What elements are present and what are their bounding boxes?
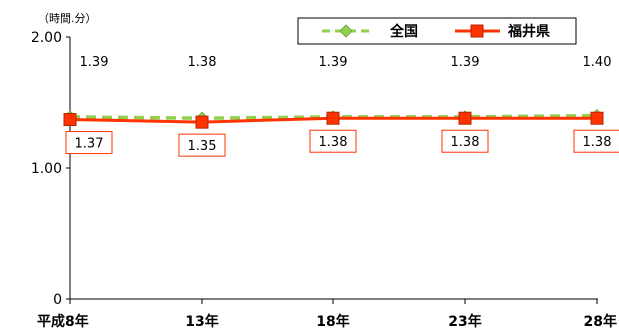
- data-labels: 1.39 1.38 1.39 1.39 1.40 1.37 1.35 1.38 1.38 1.38: [65, 55, 619, 157]
- legend: 全国 福井県: [297, 17, 577, 45]
- data-point-fukui: [326, 111, 340, 125]
- data-point-fukui: [590, 111, 604, 125]
- data-label-fukui: 1.38: [451, 135, 480, 150]
- y-tick-label: 2.00: [31, 30, 62, 46]
- data-label-national: 1.39: [319, 55, 348, 70]
- series-layer: [63, 109, 604, 129]
- y-tick-label: 1.00: [31, 161, 62, 177]
- data-label-box-fukui: [309, 129, 357, 153]
- data-label-national: 1.39: [451, 55, 480, 70]
- data-point-fukui: [458, 111, 472, 125]
- data-label-box-fukui: [65, 131, 113, 155]
- data-label-box-fukui: [441, 129, 489, 153]
- data-point-fukui: [195, 115, 209, 129]
- data-label-national: 1.40: [583, 55, 612, 70]
- x-tick-label: 13年: [185, 313, 218, 330]
- x-tick-label: 28年: [584, 313, 617, 330]
- x-tick-label: 23年: [448, 313, 481, 330]
- data-label-fukui: 1.38: [583, 135, 612, 150]
- legend-label-fukui: 福井県: [507, 23, 550, 40]
- y-tick-labels: 0 1.00 2.00: [31, 30, 70, 308]
- y-unit-label: （時間.分）: [38, 12, 97, 25]
- x-tick-label: 18年: [316, 313, 349, 330]
- x-tick-labels: 平成8年 13年 18年 23年 28年: [37, 299, 617, 330]
- data-label-national: 1.39: [80, 55, 109, 70]
- data-label-box-fukui: [178, 133, 226, 157]
- data-label-national: 1.38: [188, 55, 217, 70]
- legend-label-national: 全国: [389, 23, 418, 40]
- legend-marker-national: [339, 24, 353, 38]
- data-point-fukui: [63, 113, 77, 127]
- data-label-fukui: 1.35: [188, 139, 217, 154]
- y-tick-label: 0: [53, 292, 62, 308]
- data-label-fukui: 1.38: [319, 135, 348, 150]
- legend-marker-fukui: [470, 24, 484, 38]
- x-tick-label: 平成8年: [37, 313, 89, 330]
- data-label-fukui: 1.37: [75, 137, 104, 152]
- data-label-box-fukui: [573, 129, 619, 153]
